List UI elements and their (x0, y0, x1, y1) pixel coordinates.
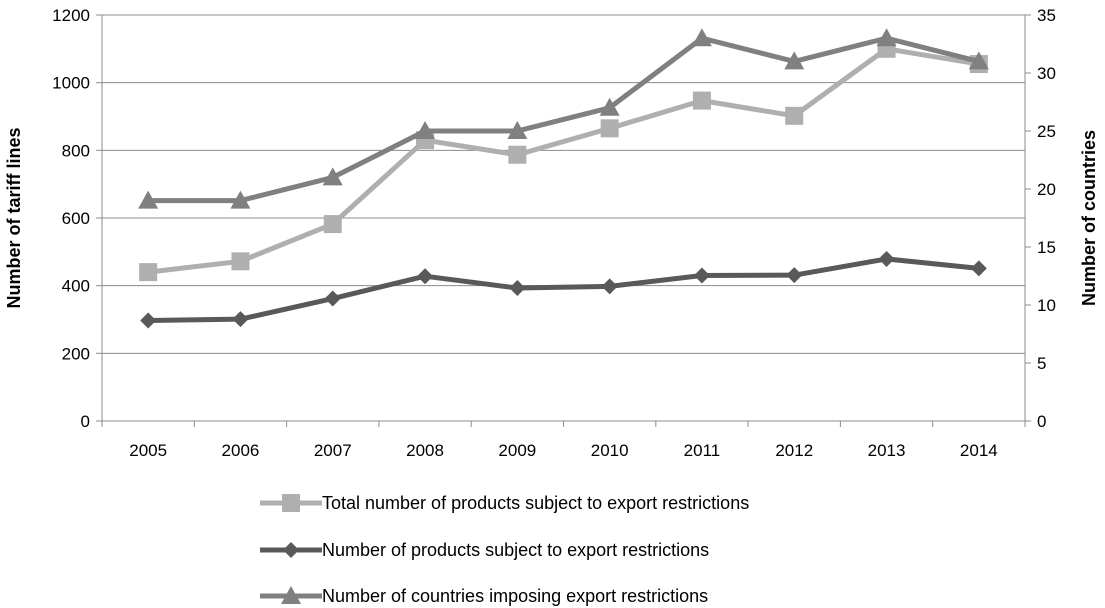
legend-label: Total number of products subject to expo… (322, 493, 749, 513)
data-point-square (323, 215, 342, 234)
y-left-tick-label: 1000 (52, 74, 90, 93)
data-point-triangle (281, 586, 301, 604)
data-point-diamond (140, 312, 157, 329)
data-point-diamond (693, 267, 710, 284)
data-point-triangle (415, 121, 436, 139)
legend: Total number of products subject to expo… (260, 493, 749, 606)
y-left-tick-label: 1200 (52, 6, 90, 25)
x-tick-label: 2013 (868, 441, 906, 460)
data-point-diamond (324, 290, 341, 307)
data-point-diamond (970, 260, 987, 277)
y-right-tick-label: 20 (1037, 180, 1056, 199)
y-right-tick-label: 15 (1037, 238, 1056, 257)
data-point-square (600, 119, 619, 138)
data-point-triangle (599, 97, 620, 116)
series-lines (138, 28, 989, 329)
data-point-triangle (968, 51, 989, 70)
data-point-triangle (507, 121, 528, 139)
data-point-triangle (322, 167, 343, 186)
data-point-diamond (283, 542, 299, 558)
y-left-tick-label: 600 (62, 209, 90, 228)
y-axis-right-title: Number of countries (1079, 130, 1099, 306)
data-point-square (508, 145, 527, 164)
x-tick-label: 2008 (406, 441, 444, 460)
data-point-diamond (786, 267, 803, 284)
data-point-triangle (230, 190, 251, 209)
y-right-tick-label: 25 (1037, 122, 1056, 141)
y-left-tick-label: 0 (81, 412, 90, 431)
data-point-diamond (232, 311, 249, 328)
x-tick-label: 2011 (684, 441, 721, 460)
y-left-tick-label: 200 (62, 344, 90, 363)
data-point-diamond (417, 268, 434, 285)
y-left-tick-label: 400 (62, 277, 90, 296)
gridlines (102, 14, 1025, 354)
x-tick-label: 2005 (129, 441, 167, 460)
series-line (148, 256, 980, 324)
x-tick-label: 2012 (775, 441, 813, 460)
y-right-tick-label: 30 (1037, 64, 1056, 83)
legend-label: Number of countries imposing export rest… (322, 586, 708, 606)
y-left-tick-label: 800 (62, 141, 90, 160)
data-point-triangle (784, 51, 805, 70)
y-right-tick-label: 35 (1037, 6, 1056, 25)
y-right-tick-label: 10 (1037, 296, 1056, 315)
series-line (147, 46, 980, 275)
data-point-square (785, 106, 804, 125)
y-right-tick-label: 0 (1037, 412, 1046, 431)
y-right-tick-label: 5 (1037, 354, 1046, 373)
data-point-square (692, 91, 711, 110)
data-point-square (282, 494, 300, 512)
data-point-diamond (601, 278, 618, 295)
legend-label: Number of products subject to export res… (322, 540, 709, 560)
y-axis-left-title: Number of tariff lines (4, 127, 24, 308)
x-tick-label: 2010 (591, 441, 629, 460)
x-tick-label: 2006 (222, 441, 260, 460)
data-point-triangle (876, 28, 897, 47)
data-point-diamond (509, 280, 526, 297)
axes: 0 200 400 600 800 1000 1200 0 5 10 15 20 25 30 35 2005 2… (4, 6, 1099, 460)
x-tick-label: 2009 (498, 441, 536, 460)
data-point-square (139, 263, 158, 282)
series-line (148, 35, 980, 204)
data-point-square (231, 252, 250, 271)
data-point-diamond (878, 250, 895, 267)
x-tick-label: 2014 (960, 441, 998, 460)
data-point-triangle (138, 190, 159, 209)
x-tick-label: 2007 (314, 441, 352, 460)
data-point-triangle (691, 28, 712, 47)
